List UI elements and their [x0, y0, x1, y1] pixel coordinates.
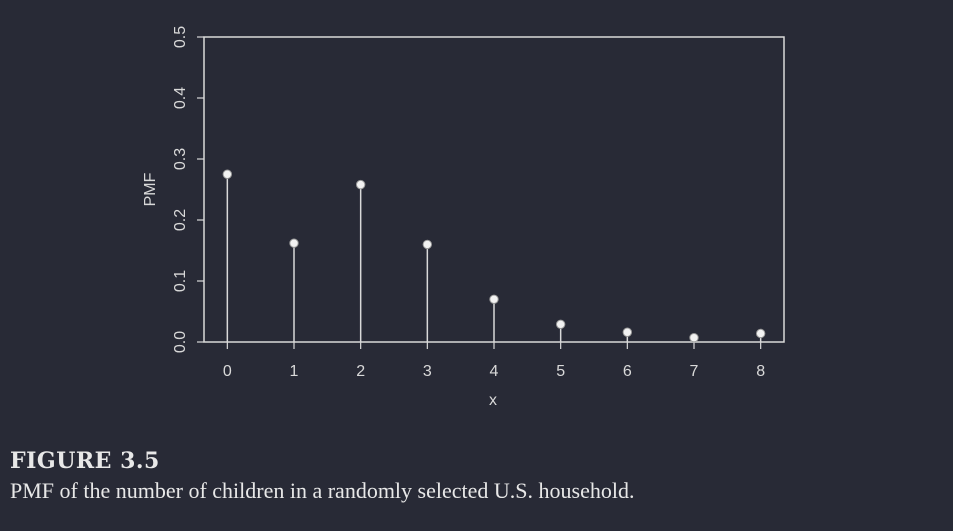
- x-tick-label: 7: [690, 363, 699, 380]
- x-tick-label: 4: [490, 363, 499, 380]
- y-tick-label: 0.4: [172, 87, 189, 109]
- x-tick-label: 0: [223, 363, 232, 380]
- y-tick-label: 0.2: [172, 209, 189, 231]
- y-axis-label: PMF: [142, 172, 159, 206]
- pmf-point: [755, 328, 766, 339]
- pmf-point: [689, 333, 699, 343]
- pmf-point: [622, 327, 633, 337]
- figure-label: FIGURE 3.5: [10, 448, 160, 474]
- pmf-point: [289, 238, 299, 248]
- x-axis-label: x: [489, 392, 497, 409]
- pmf-point: [422, 239, 433, 250]
- x-tick-label: 1: [290, 363, 299, 380]
- x-tick-label: 6: [623, 363, 632, 380]
- y-tick-label: 0.0: [172, 331, 189, 353]
- y-tick-label: 0.5: [172, 26, 189, 48]
- pmf-point: [555, 319, 566, 330]
- x-tick-label: 8: [756, 363, 765, 380]
- x-tick-label: 5: [556, 363, 565, 380]
- pmf-point: [489, 294, 499, 304]
- y-tick-label: 0.3: [172, 148, 189, 170]
- pmf-point: [355, 179, 366, 190]
- x-tick-label: 3: [423, 363, 432, 380]
- y-tick-label: 0.1: [172, 270, 189, 292]
- figure-caption: PMF of the number of children in a rando…: [10, 478, 635, 503]
- x-tick-label: 2: [356, 363, 365, 380]
- pmf-chart: 0 1 2 3 4 5 6 7 8 0.0 0.1 0.2 0.3 0.4 0.5 x PMF: [142, 26, 785, 409]
- pmf-point: [222, 169, 233, 179]
